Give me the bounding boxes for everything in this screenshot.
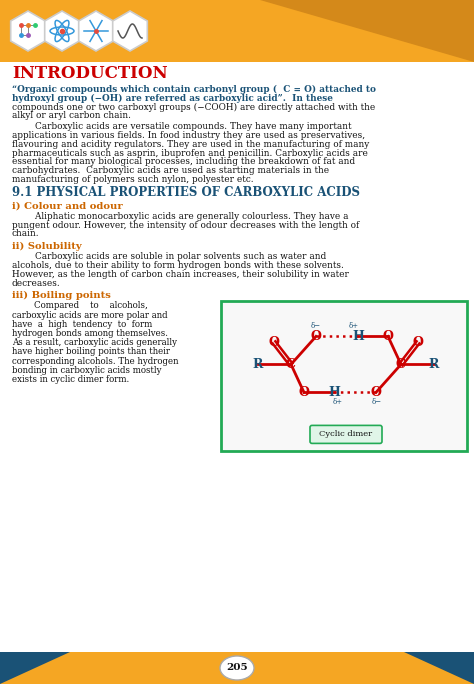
Text: essential for many biological processes, including the breakdown of fat and: essential for many biological processes,… xyxy=(12,157,355,166)
Text: C: C xyxy=(286,358,296,371)
Polygon shape xyxy=(113,11,147,51)
Text: i) Colour and odour: i) Colour and odour xyxy=(12,202,123,211)
Text: applications in various fields. In food industry they are used as preservatives,: applications in various fields. In food … xyxy=(12,131,365,140)
Text: pharmaceuticals such as asprin, ibuprofen and penicillin. Carboxylic acids are: pharmaceuticals such as asprin, ibuprofe… xyxy=(12,148,368,157)
Text: O: O xyxy=(371,386,382,399)
Text: C: C xyxy=(396,358,406,371)
Text: 205: 205 xyxy=(226,663,248,672)
Text: Carboxylic acids are versatile compounds. They have many important: Carboxylic acids are versatile compounds… xyxy=(12,122,352,131)
Text: δ+: δ+ xyxy=(333,398,343,406)
Text: alkyl or aryl carbon chain.: alkyl or aryl carbon chain. xyxy=(12,111,131,120)
Text: pungent odour. However, the intensity of odour decreases with the length of: pungent odour. However, the intensity of… xyxy=(12,221,359,230)
Ellipse shape xyxy=(220,656,254,680)
FancyBboxPatch shape xyxy=(0,652,474,684)
Text: O: O xyxy=(299,386,310,399)
Polygon shape xyxy=(11,11,46,51)
Text: flavouring and acidity regulators. They are used in the manufacturing of many: flavouring and acidity regulators. They … xyxy=(12,140,369,149)
Text: R: R xyxy=(253,358,263,371)
Text: ii) Solubility: ii) Solubility xyxy=(12,242,82,251)
Text: 9.1 PHYSICAL PROPERTIES OF CARBOXYLIC ACIDS: 9.1 PHYSICAL PROPERTIES OF CARBOXYLIC AC… xyxy=(12,186,360,199)
Text: δ−: δ− xyxy=(372,398,382,406)
Polygon shape xyxy=(260,0,474,62)
Text: iii) Boiling points: iii) Boiling points xyxy=(12,291,111,300)
Text: hydroxyl group (−OH) are referred as carboxylic acid”.  In these: hydroxyl group (−OH) are referred as car… xyxy=(12,94,333,103)
Text: Aliphatic monocarboxylic acids are generally colourless. They have a: Aliphatic monocarboxylic acids are gener… xyxy=(12,212,348,221)
FancyBboxPatch shape xyxy=(0,62,474,652)
Text: R: R xyxy=(429,358,439,371)
Text: However, as the length of carbon chain increases, their solubility in water: However, as the length of carbon chain i… xyxy=(12,269,349,279)
Text: carboxylic acids are more polar and: carboxylic acids are more polar and xyxy=(12,311,168,319)
Text: decreases.: decreases. xyxy=(12,278,61,287)
Text: corresponding alcohols. The hydrogen: corresponding alcohols. The hydrogen xyxy=(12,356,179,366)
Text: have higher boiling points than their: have higher boiling points than their xyxy=(12,347,170,356)
Text: Carboxylic acids are soluble in polar solvents such as water and: Carboxylic acids are soluble in polar so… xyxy=(12,252,326,261)
Text: have  a  high  tendency  to  form: have a high tendency to form xyxy=(12,320,152,329)
Polygon shape xyxy=(45,11,79,51)
Text: O: O xyxy=(269,336,280,349)
Text: alcohols, due to their ability to form hydrogen bonds with these solvents.: alcohols, due to their ability to form h… xyxy=(12,261,344,270)
Text: chain.: chain. xyxy=(12,229,40,239)
Text: INTRODUCTION: INTRODUCTION xyxy=(12,65,168,82)
Polygon shape xyxy=(0,652,70,684)
FancyBboxPatch shape xyxy=(0,0,474,62)
FancyBboxPatch shape xyxy=(221,302,467,451)
Text: As a result, carboxylic acids generally: As a result, carboxylic acids generally xyxy=(12,338,177,347)
Text: manufacturing of polymers such nylon, polyester etc.: manufacturing of polymers such nylon, po… xyxy=(12,175,254,184)
Text: Compared    to    alcohols,: Compared to alcohols, xyxy=(12,302,148,311)
Text: exists in cyclic dimer form.: exists in cyclic dimer form. xyxy=(12,375,129,384)
Text: carbohydrates.  Carboxylic acids are used as starting materials in the: carbohydrates. Carboxylic acids are used… xyxy=(12,166,329,175)
FancyBboxPatch shape xyxy=(310,425,382,443)
Text: O: O xyxy=(310,330,321,343)
Text: δ−: δ− xyxy=(311,322,321,330)
Text: compounds one or two carboxyl groups (−COOH) are directly attached with the: compounds one or two carboxyl groups (−C… xyxy=(12,103,375,111)
Polygon shape xyxy=(79,11,113,51)
Text: O: O xyxy=(383,330,393,343)
Text: bonding in carboxylic acids mostly: bonding in carboxylic acids mostly xyxy=(12,366,162,375)
Text: hydrogen bonds among themselves.: hydrogen bonds among themselves. xyxy=(12,329,168,338)
Text: H: H xyxy=(328,386,340,399)
Text: Cyclic dimer: Cyclic dimer xyxy=(319,430,373,438)
Polygon shape xyxy=(404,652,474,684)
Text: δ+: δ+ xyxy=(349,322,359,330)
Text: H: H xyxy=(352,330,364,343)
Text: O: O xyxy=(412,336,423,349)
Text: “Organic compounds which contain carbonyl group (  C = O) attached to: “Organic compounds which contain carbony… xyxy=(12,85,376,94)
